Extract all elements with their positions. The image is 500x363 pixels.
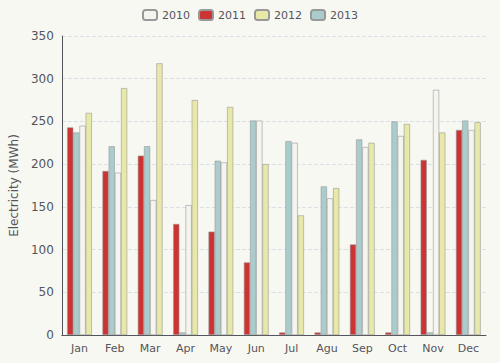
svg-text:Apr: Apr bbox=[176, 342, 196, 355]
svg-text:150: 150 bbox=[31, 200, 54, 214]
svg-text:2010: 2010 bbox=[162, 9, 190, 22]
svg-text:300: 300 bbox=[31, 72, 54, 86]
svg-text:Mar: Mar bbox=[140, 342, 161, 355]
svg-text:Sep: Sep bbox=[352, 342, 373, 355]
svg-text:Jun: Jun bbox=[247, 342, 265, 355]
svg-text:0: 0 bbox=[46, 328, 54, 342]
svg-text:May: May bbox=[210, 342, 233, 355]
svg-text:350: 350 bbox=[31, 29, 54, 43]
svg-text:250: 250 bbox=[31, 114, 54, 128]
svg-text:100: 100 bbox=[31, 243, 54, 257]
svg-text:2012: 2012 bbox=[274, 9, 302, 22]
svg-text:2011: 2011 bbox=[218, 9, 246, 22]
svg-text:Dec: Dec bbox=[458, 342, 479, 355]
svg-text:Feb: Feb bbox=[105, 342, 124, 355]
svg-text:50: 50 bbox=[39, 285, 54, 299]
svg-text:Agu: Agu bbox=[316, 342, 337, 355]
svg-text:Jul: Jul bbox=[284, 342, 298, 355]
svg-text:Nov: Nov bbox=[422, 342, 444, 355]
svg-text:Oct: Oct bbox=[388, 342, 408, 355]
svg-text:Jan: Jan bbox=[70, 342, 88, 355]
svg-text:200: 200 bbox=[31, 157, 54, 171]
svg-text:Electricity (MWh): Electricity (MWh) bbox=[7, 134, 21, 237]
svg-text:2013: 2013 bbox=[330, 9, 358, 22]
